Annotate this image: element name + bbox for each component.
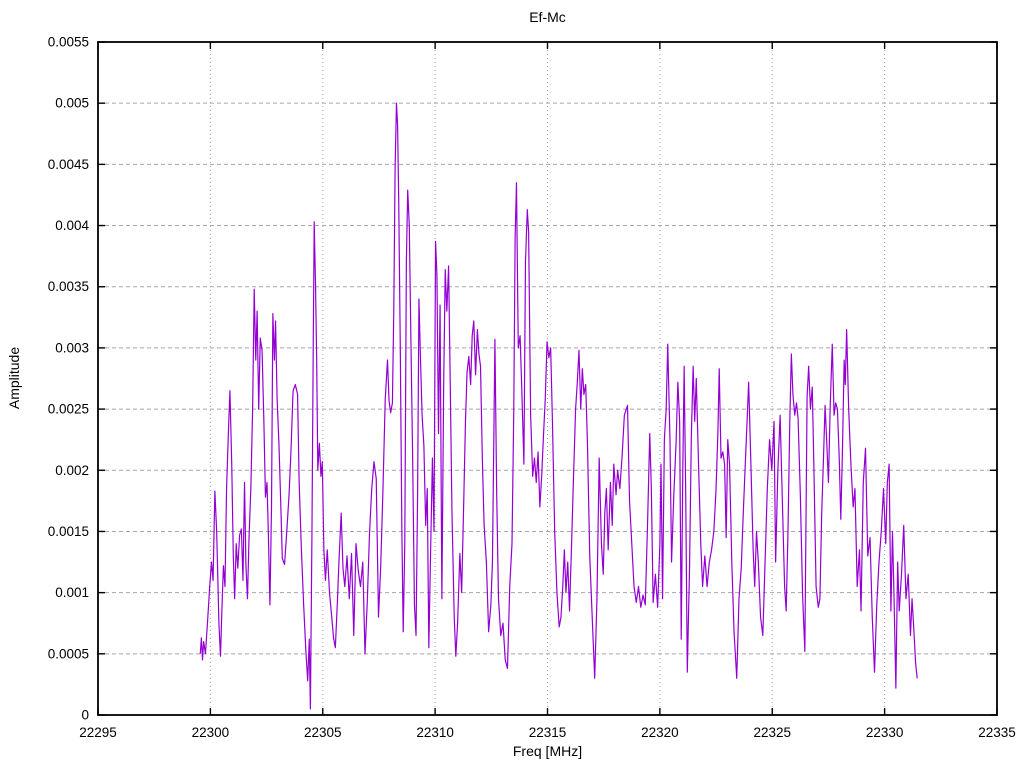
x-tick-label: 22325 [753, 725, 791, 740]
chart-title: Ef-Mc [529, 9, 566, 25]
y-tick-label: 0.002 [55, 463, 89, 478]
x-tick-label: 22310 [416, 725, 454, 740]
x-tick-label: 22315 [529, 725, 567, 740]
y-tick-label: 0.004 [55, 218, 89, 233]
y-tick-label: 0.0015 [48, 524, 89, 539]
y-tick-label: 0 [81, 708, 89, 723]
x-tick-label: 22300 [192, 725, 230, 740]
y-tick-label: 0.005 [55, 96, 89, 111]
x-tick-label: 22330 [866, 725, 904, 740]
x-tick-label: 22320 [641, 725, 679, 740]
y-tick-label: 0.0005 [48, 646, 89, 661]
y-tick-label: 0.0025 [48, 402, 89, 417]
y-tick-label: 0.0045 [48, 157, 89, 172]
y-tick-label: 0.001 [55, 585, 89, 600]
x-axis-label: Freq [MHz] [512, 743, 583, 759]
x-tick-label: 22295 [79, 725, 117, 740]
y-tick-label: 0.003 [55, 340, 89, 355]
y-tick-label: 0.0035 [48, 279, 89, 294]
x-tick-label: 22305 [304, 725, 342, 740]
y-tick-label: 0.0055 [48, 35, 89, 50]
x-tick-label: 22335 [978, 725, 1016, 740]
series-line [199, 102, 918, 710]
